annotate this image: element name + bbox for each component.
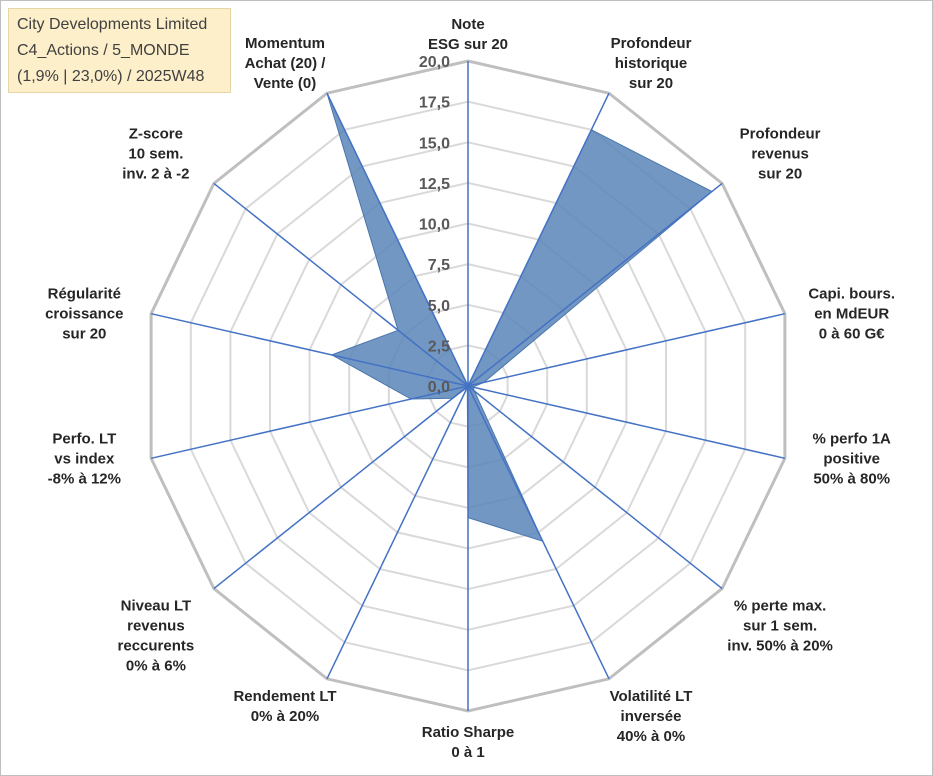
tick-label: 15,0 [419,135,450,152]
axis-label-line: Rendement LT [233,688,336,705]
axis-label-line: % perfo 1A [813,430,892,447]
stats-period: (1,9% | 23,0%) / 2025W48 [17,68,205,85]
axis-label-5: % perfo 1A positive 50% à 80% [813,430,892,487]
axis-label-line: Momentum [245,35,325,52]
axis-label-6: % perte max. sur 1 sem. inv. 50% à 20% [727,598,833,655]
axis-label-line: croissance [45,306,123,323]
axis-label-13: Z-score 10 sem. inv. 2 à -2 [122,125,189,182]
axis-label-line: 0% à 6% [126,658,186,675]
axis-label-line: 40% à 0% [617,728,685,745]
axis-label-line: 0% à 20% [251,708,319,725]
axis-label-1: Note ESG sur 20 [428,16,508,53]
axis-line-2 [467,92,610,387]
tick-label: 12,5 [419,176,450,193]
tick-label: 10,0 [419,217,450,234]
axis-line-6 [467,385,723,590]
axis-label-line: sur 20 [758,165,802,182]
axis-line-14 [326,92,469,387]
axis-label-line: sur 1 sem. [743,618,817,635]
axis-line-7 [467,385,610,680]
axis-label-7: Volatilité LT inversée 40% à 0% [610,688,693,745]
axis-label-line: -8% à 12% [48,470,121,487]
radar-axes [150,61,786,711]
info-box: City Developments Limited C4_Actions / 5… [8,8,231,93]
axis-label-line: revenus [751,145,809,162]
axis-label-line: 0 à 1 [451,744,484,761]
axis-label-line: Ratio Sharpe [422,724,515,741]
axis-label-line: % perte max. [734,598,827,615]
tick-label: 20,0 [419,54,450,71]
axis-label-line: revenus [127,618,185,635]
axis-line-11 [150,385,469,460]
axis-label-4: Capi. bours. en MdEUR 0 à 60 G€ [808,286,895,343]
axis-label-line: Note [451,16,484,33]
company-name: City Developments Limited [17,16,208,33]
axis-labels: Note ESG sur 20 Profondeur historique sur 20… [45,16,895,761]
axis-label-line: reccurents [118,638,195,655]
axis-label-line: Perfo. LT [52,430,116,447]
axis-label-3: Profondeur revenus sur 20 [740,125,821,182]
axis-label-line: ESG sur 20 [428,36,508,53]
axis-label-line: positive [823,450,880,467]
axis-label-12: Régularité croissance sur 20 [45,286,123,343]
axis-line-5 [467,385,786,460]
axis-label-line: Vente (0) [254,75,317,92]
axis-line-12 [150,312,469,387]
tick-label: 5,0 [428,298,450,315]
tick-label: 7,5 [428,257,450,274]
radial-tick-labels: 0,0 2,5 5,0 7,5 10,0 12,5 15,0 17,5 20,0 [419,54,450,396]
axis-label-line: en MdEUR [814,306,889,323]
tick-label: 17,5 [419,95,450,112]
axis-label-line: 0 à 60 G€ [819,326,886,343]
axis-label-line: Volatilité LT [610,688,693,705]
axis-line-10 [213,385,469,590]
axis-label-line: inversée [621,708,682,725]
axis-label-11: Perfo. LT vs index -8% à 12% [48,430,121,487]
axis-label-9: Rendement LT 0% à 20% [233,688,336,725]
axis-label-10: Niveau LT revenus reccurents 0% à 6% [118,598,195,675]
axis-label-line: Profondeur [740,125,821,142]
axis-label-14: Momentum Achat (20) / Vente (0) [245,35,327,92]
axis-label-line: Achat (20) / [245,55,327,72]
axis-label-line: sur 20 [62,326,106,343]
axis-label-line: inv. 50% à 20% [727,638,833,655]
axis-label-line: Niveau LT [121,598,192,615]
axis-label-line: Z-score [129,125,183,142]
axis-label-line: sur 20 [629,75,673,92]
category-path: C4_Actions / 5_MONDE [17,42,190,59]
axis-label-line: 50% à 80% [813,470,890,487]
tick-label: 2,5 [428,338,450,355]
axis-label-2: Profondeur historique sur 20 [611,35,692,92]
axis-label-line: historique [615,55,688,72]
axis-label-line: Profondeur [611,35,692,52]
axis-label-line: vs index [54,450,115,467]
axis-label-line: Capi. bours. [808,286,895,303]
axis-label-8: Ratio Sharpe 0 à 1 [422,724,515,761]
axis-line-13 [213,182,469,387]
tick-label: 0,0 [428,379,450,396]
axis-line-9 [326,385,469,680]
axis-label-line: Régularité [48,286,121,303]
axis-label-line: inv. 2 à -2 [122,165,189,182]
axis-line-3 [467,182,723,387]
axis-label-line: 10 sem. [128,145,183,162]
axis-line-4 [467,312,786,387]
